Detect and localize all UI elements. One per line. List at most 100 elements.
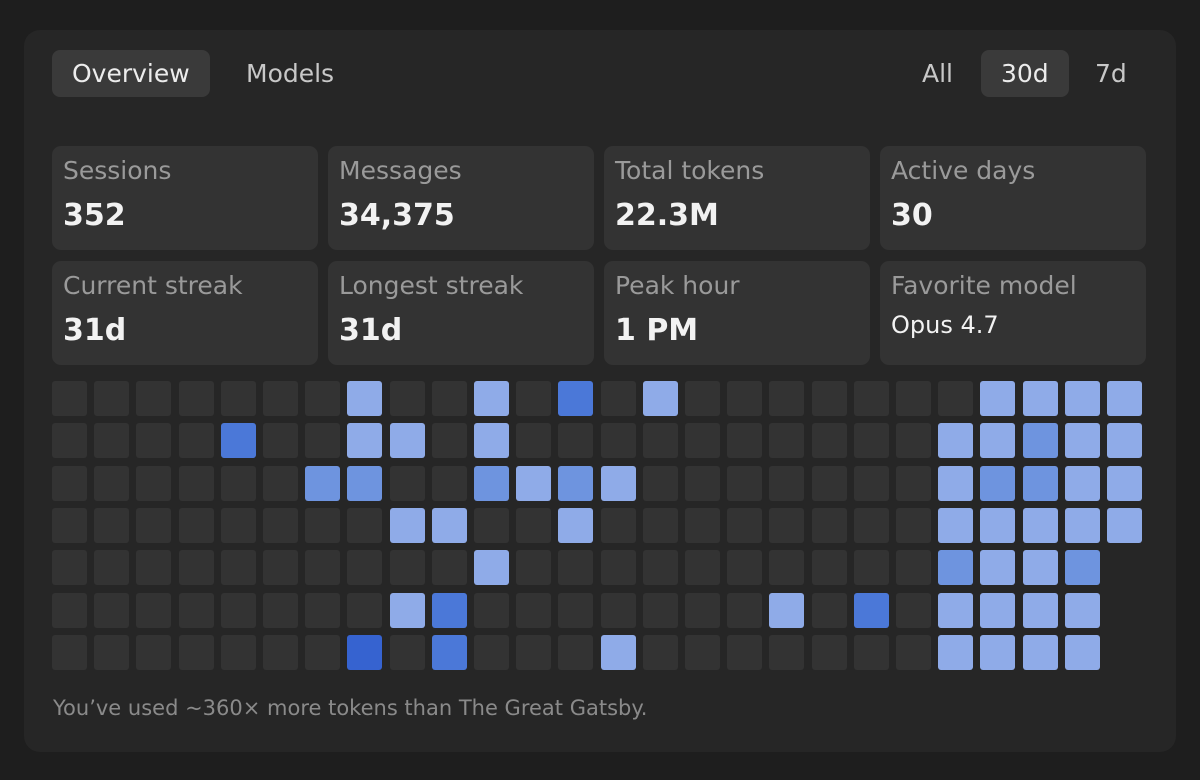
- heatmap-cell: [347, 423, 383, 459]
- heatmap-cell: [727, 423, 763, 459]
- heatmap-cell: [558, 381, 594, 416]
- heatmap-cell: [431, 550, 467, 586]
- heatmap-cell: [516, 592, 552, 628]
- heatmap-cell: [811, 507, 847, 543]
- heatmap-cell: [52, 507, 87, 543]
- heatmap-cell: [642, 550, 678, 586]
- heatmap-cell: [600, 507, 636, 543]
- heatmap-cell: [558, 550, 594, 586]
- heatmap-cell: [178, 550, 214, 586]
- heatmap-cell: [1064, 550, 1100, 586]
- heatmap-cell: [178, 507, 214, 543]
- heatmap-cell: [220, 423, 256, 459]
- heatmap-cell: [220, 507, 256, 543]
- stat-value: Opus 4.7: [891, 311, 999, 339]
- heatmap-cell: [516, 634, 552, 670]
- heatmap-cell: [263, 465, 298, 501]
- heatmap-cell: [853, 550, 889, 586]
- heatmap-cell: [263, 634, 298, 670]
- heatmap-cell: [896, 592, 931, 628]
- heatmap-cell: [347, 465, 383, 501]
- heatmap-cell: [220, 634, 256, 670]
- heatmap-cell: [1107, 381, 1142, 416]
- heatmap-cell: [980, 592, 1016, 628]
- heatmap-cell: [178, 592, 214, 628]
- stat-card: Active days 30: [880, 146, 1146, 250]
- heatmap-cell: [853, 507, 889, 543]
- stat-card: Current streak 31d: [52, 261, 318, 365]
- heatmap-cell: [178, 423, 214, 459]
- stat-card: Favorite model Opus 4.7: [880, 261, 1146, 365]
- heatmap-cell: [642, 381, 678, 416]
- heatmap-cell: [516, 423, 552, 459]
- heatmap-cell: [558, 465, 594, 501]
- heatmap-cell: [727, 592, 763, 628]
- heatmap-cell: [811, 465, 847, 501]
- heatmap-cell: [600, 381, 636, 416]
- heatmap-cell: [474, 634, 509, 670]
- tab[interactable]: Overview: [52, 50, 210, 97]
- heatmap-cell: [220, 550, 256, 586]
- heatmap-cell: [769, 423, 805, 459]
- heatmap-cell: [600, 592, 636, 628]
- heatmap-cell: [896, 465, 931, 501]
- heatmap-cell: [474, 465, 509, 501]
- heatmap-cell: [263, 507, 298, 543]
- heatmap-cell: [1022, 550, 1058, 586]
- heatmap-cell: [220, 592, 256, 628]
- heatmap-cell: [685, 465, 720, 501]
- range-button[interactable]: All: [922, 59, 953, 88]
- heatmap-cell: [516, 465, 552, 501]
- heatmap-cell: [516, 550, 552, 586]
- heatmap-cell: [642, 423, 678, 459]
- stat-card: Total tokens 22.3M: [604, 146, 870, 250]
- heatmap-cell: [263, 381, 298, 416]
- heatmap-cell: [938, 465, 974, 501]
- heatmap-cell: [980, 507, 1016, 543]
- heatmap-cell: [769, 507, 805, 543]
- heatmap-cell: [853, 465, 889, 501]
- heatmap-cell: [769, 550, 805, 586]
- heatmap-cell: [431, 423, 467, 459]
- heatmap-cell: [263, 592, 298, 628]
- heatmap-cell: [558, 423, 594, 459]
- stat-label: Peak hour: [615, 271, 740, 300]
- heatmap-cell: [347, 550, 383, 586]
- heatmap-cell: [389, 550, 425, 586]
- heatmap-cell: [685, 634, 720, 670]
- heatmap-cell: [1022, 507, 1058, 543]
- range-button[interactable]: 30d: [981, 50, 1069, 97]
- heatmap-cell: [94, 550, 130, 586]
- heatmap-cell: [769, 465, 805, 501]
- heatmap-cell: [938, 550, 974, 586]
- range-button[interactable]: 7d: [1095, 59, 1127, 88]
- heatmap-cell: [811, 634, 847, 670]
- heatmap-cell: [896, 550, 931, 586]
- heatmap-cell: [431, 634, 467, 670]
- stat-value: 352: [63, 198, 126, 233]
- stat-label: Current streak: [63, 271, 243, 300]
- heatmap-cell: [52, 550, 87, 586]
- heatmap-cell: [1064, 423, 1100, 459]
- heatmap-cell: [1107, 465, 1142, 501]
- heatmap-cell: [1022, 423, 1058, 459]
- heatmap-cell: [1064, 634, 1100, 670]
- heatmap-cell: [94, 507, 130, 543]
- stat-value: 31d: [63, 313, 127, 348]
- heatmap-cell: [600, 465, 636, 501]
- heatmap-cell: [136, 550, 172, 586]
- heatmap-cell: [263, 550, 298, 586]
- heatmap-cell: [938, 423, 974, 459]
- heatmap-cell: [980, 634, 1016, 670]
- heatmap-cell: [558, 507, 594, 543]
- heatmap-cell: [474, 381, 509, 416]
- heatmap-cell: [1022, 634, 1058, 670]
- heatmap-cell: [178, 634, 214, 670]
- heatmap-cell: [389, 507, 425, 543]
- tab[interactable]: Models: [246, 59, 335, 88]
- heatmap-cell: [389, 381, 425, 416]
- heatmap-cell: [811, 423, 847, 459]
- heatmap-cell: [938, 507, 974, 543]
- heatmap-cell: [896, 507, 931, 543]
- heatmap-cell: [474, 423, 509, 459]
